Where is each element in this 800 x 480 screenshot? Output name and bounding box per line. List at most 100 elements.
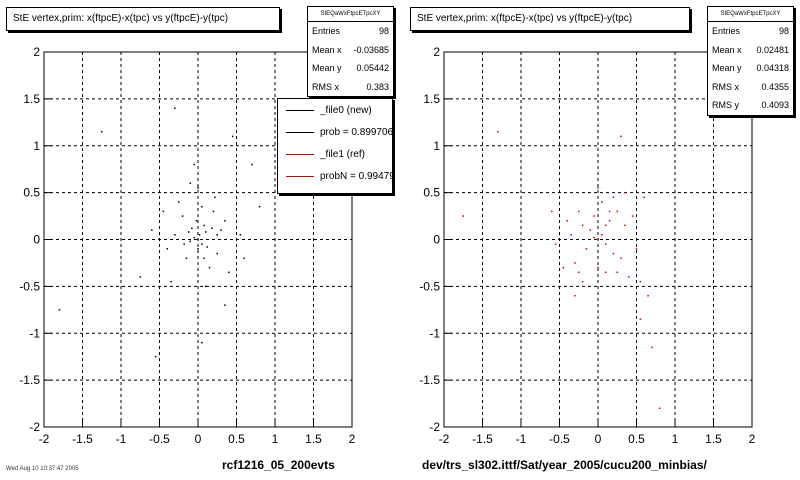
data-point (581, 280, 584, 283)
y-tick-label: 2 (33, 45, 40, 59)
data-point (228, 271, 230, 274)
x-tick-label: 1 (272, 432, 279, 446)
y-tick-label: -2 (29, 420, 40, 434)
right-histogram-panel: -2 -1.5 -1 -0.5 0 0.5 1 1.5 2 -2 -1.5 -1 -0.5 0 0.5 1 1.… (400, 0, 800, 480)
x-tick-label: -0.5 (149, 432, 170, 446)
legend-entry-probn: probN = 0.994790 (278, 165, 392, 187)
data-point (216, 252, 218, 255)
data-point (639, 280, 642, 283)
left-caption: rcf1216_05_200evts (222, 458, 335, 472)
data-point (635, 248, 638, 250)
x-tick-label: -1.5 (72, 432, 93, 446)
data-point (203, 257, 205, 259)
x-tick-label: -2 (439, 432, 450, 446)
y-tick-label: -2 (429, 420, 440, 434)
data-point (604, 271, 607, 274)
y-tick-label: -0.5 (419, 279, 440, 293)
data-point (191, 227, 193, 229)
data-point (201, 205, 203, 208)
data-point (570, 234, 572, 236)
y-tick-label: 0.5 (423, 186, 440, 200)
legend-box: _file0 (new) prob = 0.899706 _file1 (ref… (277, 98, 393, 194)
data-point (608, 220, 611, 222)
data-point (574, 262, 576, 264)
y-tick-label: 2 (433, 45, 440, 59)
data-point (189, 182, 192, 184)
data-point (188, 231, 190, 233)
data-point (193, 236, 195, 239)
left-stats-row-entries: Entries 98 (312, 26, 389, 36)
data-point (639, 318, 642, 320)
data-point (647, 295, 649, 297)
data-point (181, 215, 184, 217)
data-point (201, 341, 203, 344)
legend-line-icon (286, 131, 314, 133)
data-point (585, 248, 588, 250)
data-point (608, 210, 611, 213)
data-point (601, 201, 603, 203)
data-point (208, 266, 211, 269)
legend-line-icon (286, 175, 314, 177)
data-point (193, 163, 195, 166)
data-point (597, 238, 599, 241)
data-point (616, 271, 618, 274)
left-stats-row-rms-x: RMS x 0.383 (312, 81, 389, 92)
data-point (197, 187, 199, 189)
data-point (554, 243, 557, 245)
data-point (151, 229, 153, 231)
left-plot-title: StE vertex,prim: x(ftpcE)-x(tpc) vs y(ft… (6, 7, 280, 31)
right-stats-name: StEQaWxFtpcETpcXY (708, 7, 793, 22)
data-point (214, 196, 216, 199)
data-point (239, 234, 242, 236)
y-tick-label: 1 (33, 139, 40, 153)
data-point (612, 252, 615, 255)
data-point (593, 236, 595, 239)
right-stats-row-entries: Entries 98 (712, 26, 789, 36)
data-point (651, 346, 653, 349)
data-point (624, 191, 626, 194)
data-point (620, 257, 622, 259)
data-point (58, 309, 61, 311)
data-point (604, 243, 607, 245)
data-point (620, 135, 622, 138)
data-point (224, 304, 226, 306)
y-tick-label: 1 (433, 139, 440, 153)
data-point (162, 210, 165, 213)
data-point (612, 196, 615, 199)
legend-entry-prob: prob = 0.899706 (278, 121, 392, 143)
y-tick-label: -1 (29, 326, 40, 340)
right-scatter-plot: -2 -1.5 -1 -0.5 0 0.5 1 1.5 2 -2 -1.5 -1 -0.5 0 0.5 1 1.… (419, 45, 756, 446)
y-tick-label: -0.5 (19, 279, 40, 293)
data-point (631, 215, 634, 217)
x-tick-label: 1.5 (705, 432, 722, 446)
x-tick-label: 2 (749, 432, 756, 446)
right-stats-box: StEQaWxFtpcETpcXY Entries 98 Mean x 0.0248… (707, 6, 794, 116)
right-stats-row-rms-y: RMS y 0.4093 (712, 100, 789, 110)
left-stats-name: StEQaWxFtpcETpcXY (308, 7, 393, 22)
data-point (497, 130, 499, 133)
right-stats-row-rms-x: RMS x 0.4355 (712, 81, 789, 92)
data-point (183, 243, 185, 245)
data-point (258, 205, 261, 208)
data-point (231, 135, 234, 138)
data-point (601, 234, 603, 236)
legend-line-icon (286, 109, 314, 111)
x-tick-label: 0.5 (228, 432, 245, 446)
data-point (197, 248, 199, 250)
x-tick-label: 0 (595, 432, 602, 446)
data-point (581, 224, 584, 227)
data-point (174, 234, 176, 236)
right-stats-row-mean-y: Mean y 0.04318 (712, 63, 789, 73)
y-tick-label: 1.5 (23, 92, 40, 106)
y-tick-label: 1.5 (423, 92, 440, 106)
data-point (628, 276, 630, 278)
data-point (216, 234, 218, 236)
y-tick-label: 0 (433, 233, 440, 247)
y-tick-label: 0.5 (23, 186, 40, 200)
x-tick-label: -0.5 (549, 432, 570, 446)
data-point (589, 229, 592, 231)
x-tick-label: 1 (672, 432, 679, 446)
data-point (166, 248, 168, 250)
data-point (593, 215, 595, 217)
data-point (643, 196, 645, 199)
